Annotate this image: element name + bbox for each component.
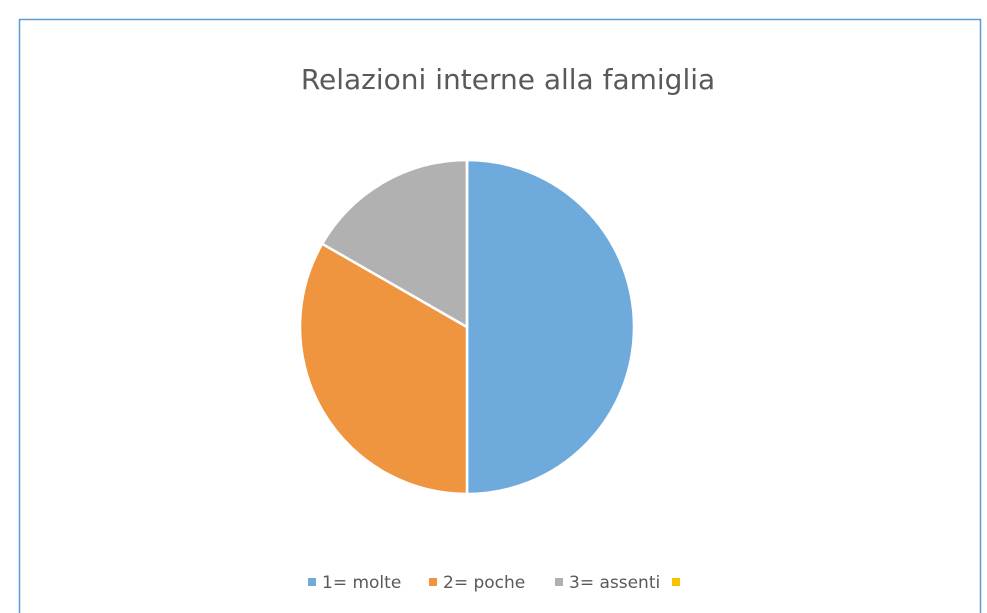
legend-label: 1= molte: [322, 573, 401, 593]
chart-title: Relazioni interne alla famiglia: [301, 63, 715, 96]
pie-slice: [465, 158, 636, 496]
legend-swatch: [555, 578, 563, 586]
pie-slice: [320, 158, 469, 330]
legend-swatch: [308, 578, 316, 586]
legend-swatch: [672, 578, 680, 586]
legend-swatch: [429, 578, 437, 586]
legend-label: 2= poche: [443, 573, 525, 593]
legend-label: 3= assenti: [569, 573, 660, 593]
pie-slice: [298, 242, 469, 496]
